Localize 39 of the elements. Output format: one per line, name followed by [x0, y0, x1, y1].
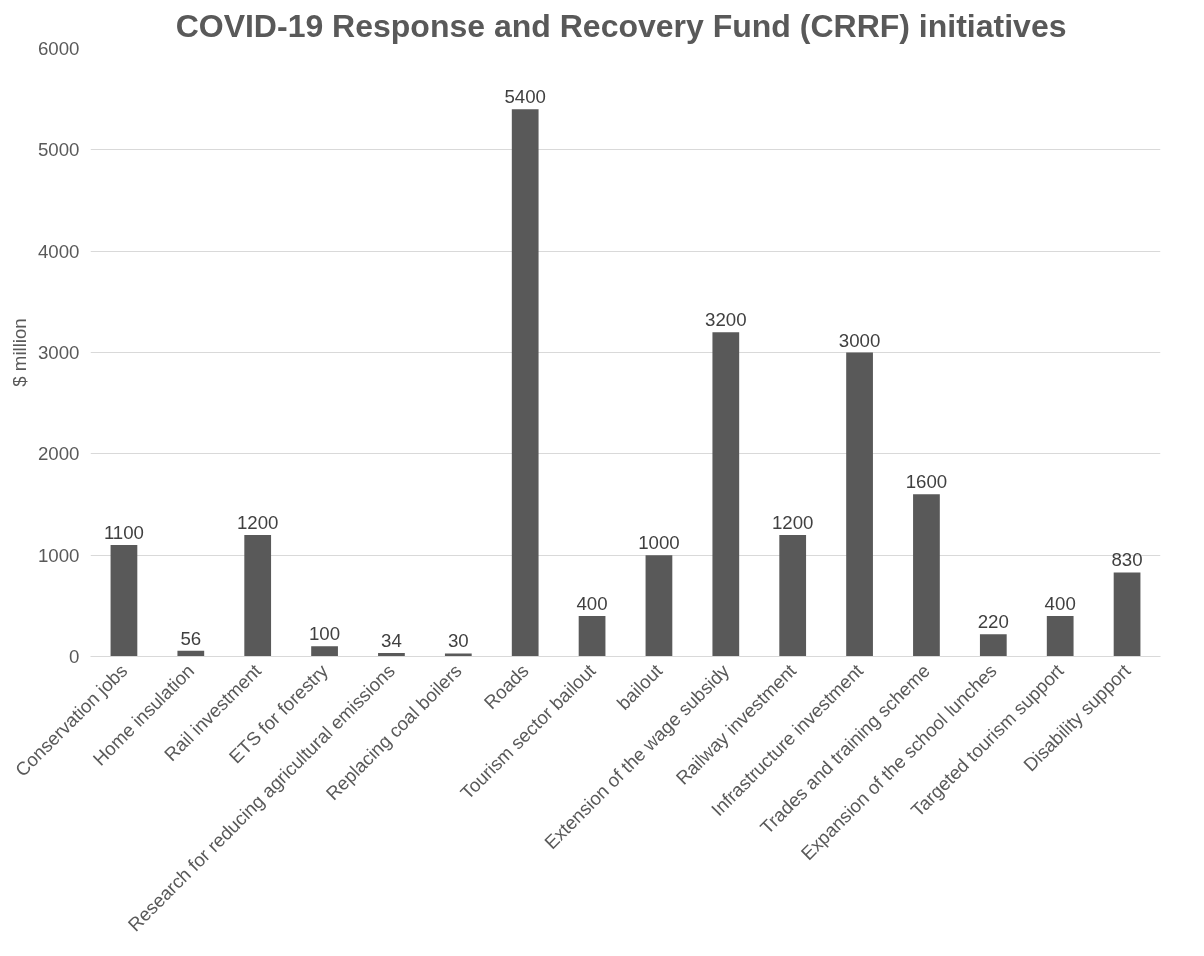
- data-label: 1200: [771, 511, 814, 533]
- data-label: 400: [1044, 592, 1076, 614]
- y-tick-label: 5000: [38, 139, 80, 161]
- bar: [1046, 615, 1074, 657]
- data-label: 56: [180, 627, 202, 649]
- data-label: 3200: [705, 309, 747, 331]
- y-tick-label: 6000: [38, 38, 80, 59]
- data-label: 830: [1111, 549, 1143, 571]
- y-axis-title: $ million: [9, 318, 30, 387]
- bar: [311, 646, 338, 657]
- bar: [244, 534, 272, 657]
- data-label: 400: [576, 592, 608, 614]
- data-label: 34: [381, 630, 402, 652]
- bar: [846, 352, 873, 657]
- bar: [578, 615, 606, 657]
- bar: [1113, 572, 1141, 657]
- bar: [110, 545, 138, 657]
- y-tick-label: 1000: [38, 544, 80, 566]
- bar: [645, 555, 673, 657]
- data-label: 1600: [905, 471, 948, 493]
- data-label: 30: [447, 630, 469, 652]
- chart-title: COVID-19 Response and Recovery Fund (CRRF) initiatives: [175, 7, 1067, 44]
- data-label: 1100: [103, 522, 144, 544]
- data-label: 1000: [638, 532, 680, 554]
- y-tick-label: 3000: [38, 342, 80, 363]
- data-label: 100: [309, 623, 341, 645]
- y-tick-label: 4000: [38, 240, 80, 262]
- bar: [444, 653, 472, 657]
- bar: [979, 634, 1007, 657]
- data-label: 5400: [504, 86, 546, 108]
- data-label: 1200: [236, 511, 279, 533]
- y-tick-label: 0: [69, 646, 80, 667]
- bar: [913, 494, 940, 657]
- bar: [779, 534, 807, 657]
- y-tick-label: 2000: [38, 443, 80, 465]
- bar: [712, 332, 740, 657]
- bar: [511, 109, 539, 657]
- data-label: 3000: [838, 329, 881, 351]
- data-label: 220: [977, 611, 1009, 633]
